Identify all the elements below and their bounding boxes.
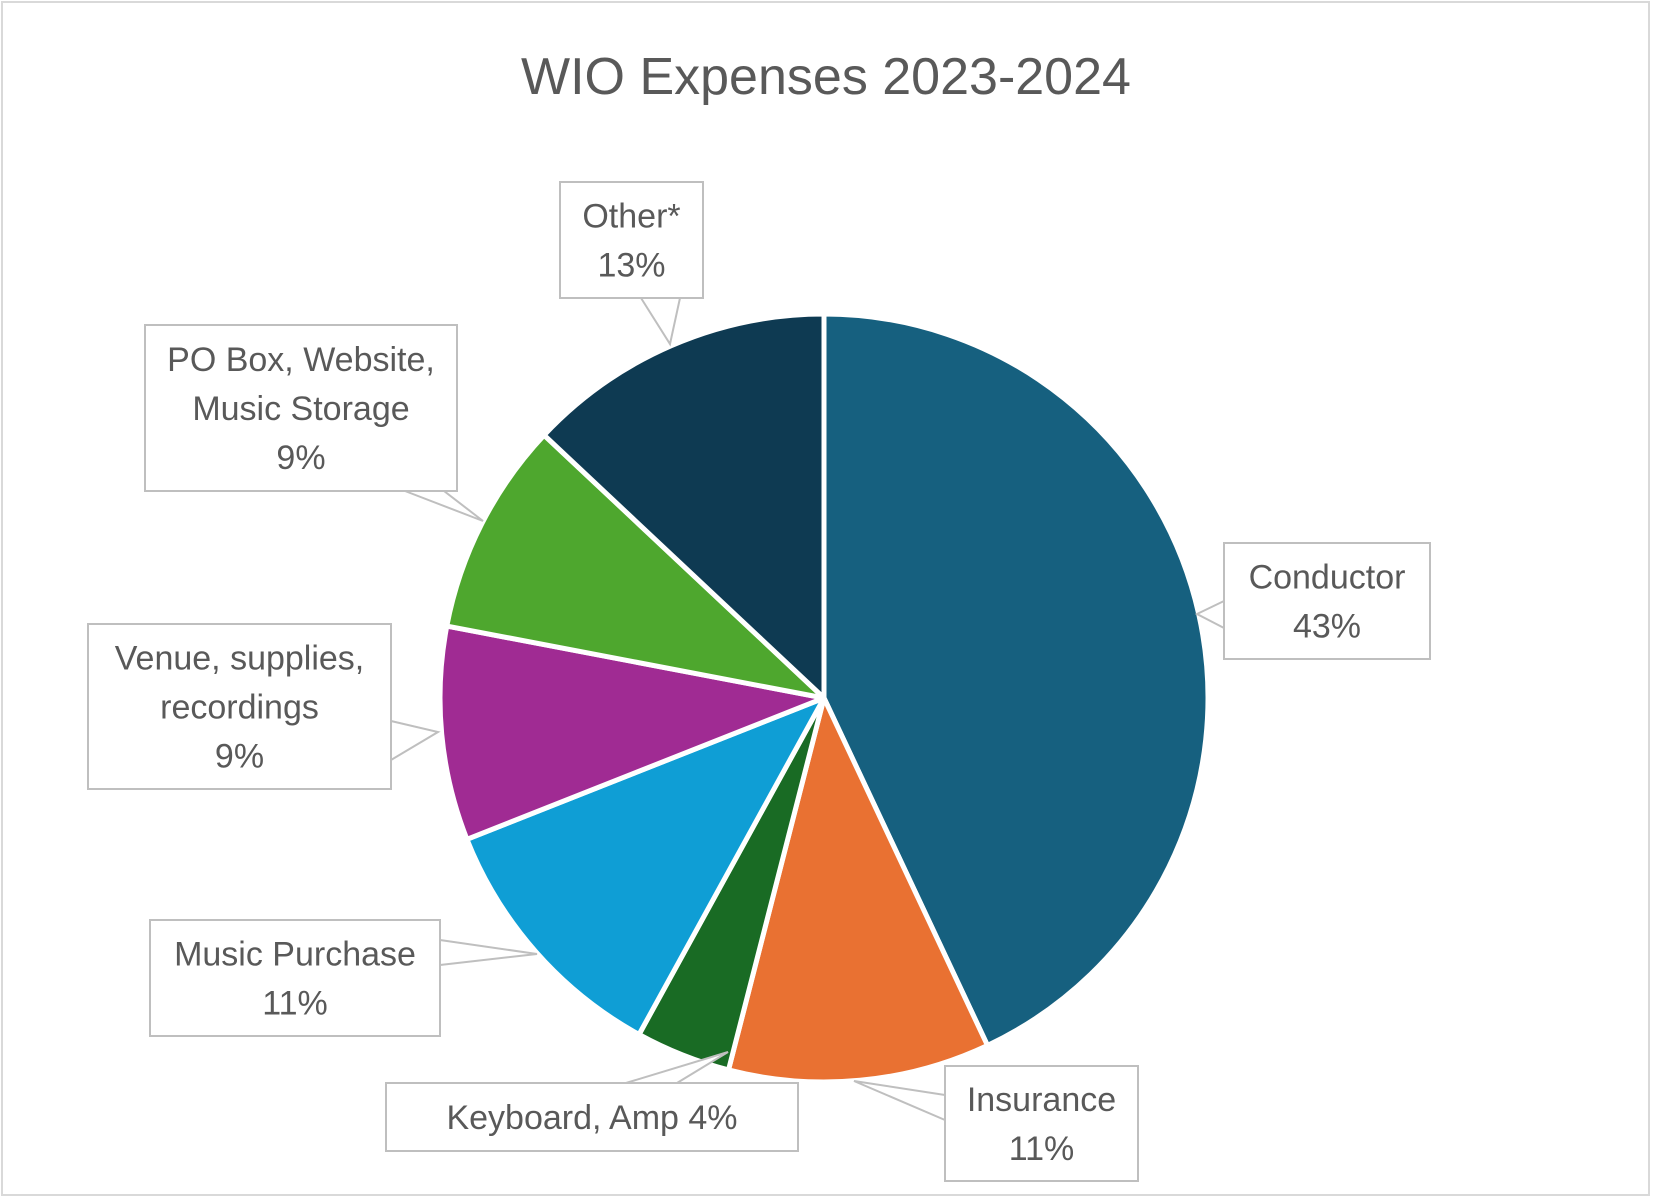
callout-box xyxy=(149,919,441,1037)
data-label-category: PO Box, Website, xyxy=(167,341,435,379)
pie-callouts: Conductor 43% Insurance 11% Keyboard, Amp 4%… xyxy=(87,181,1431,1182)
data-label-music-purchase: Music Purchase 11% xyxy=(149,919,538,1037)
pie-slice-other xyxy=(541,311,827,701)
callout-box xyxy=(1223,542,1431,660)
data-label-value: 9% xyxy=(276,439,325,477)
data-label-other: Other* 13% xyxy=(559,181,704,347)
data-label-category: Conductor xyxy=(1249,559,1406,597)
callout-pointer xyxy=(404,490,484,522)
data-label-category: recordings xyxy=(160,689,319,727)
data-label-value: 9% xyxy=(215,738,264,776)
callout-box xyxy=(944,1065,1139,1182)
data-label-value: 13% xyxy=(597,247,665,285)
pie-slice-insurance xyxy=(726,695,990,1085)
callout-pointer xyxy=(439,938,538,967)
chart-title: WIO Expenses 2023-2024 xyxy=(521,48,1131,106)
data-label-category: Venue, supplies, xyxy=(115,640,365,678)
data-label-keyboard-amp: Keyboard, Amp 4% xyxy=(385,1051,799,1152)
callout-pointer xyxy=(390,719,441,762)
data-label-insurance: Insurance 11% xyxy=(853,1065,1139,1182)
callout-box xyxy=(87,623,392,790)
data-label-category: Music Storage xyxy=(192,390,409,428)
pie-slice-venue-supplies-recordings xyxy=(437,623,827,842)
data-label-value: 11% xyxy=(1009,1130,1075,1168)
data-label-conductor: Conductor 43% xyxy=(1194,542,1431,660)
callout-box xyxy=(385,1082,799,1152)
data-label-value: Keyboard, Amp 4% xyxy=(446,1099,737,1137)
callout-pointer xyxy=(639,297,682,347)
callout-pointer xyxy=(853,1080,946,1122)
data-label-value: 11% xyxy=(262,985,328,1023)
pie-slice-music-purchase xyxy=(464,695,827,1037)
pie-slice-po-box-website-music-storage xyxy=(444,432,827,701)
data-label-category: Music Purchase xyxy=(174,936,416,974)
data-label-venue-supplies-recordings: Venue, supplies, recordings 9% xyxy=(87,623,441,790)
callout-box xyxy=(144,324,458,492)
data-label-value: 43% xyxy=(1293,608,1361,646)
data-label-po-box-website-music-storage: PO Box, Website, Music Storage 9% xyxy=(144,324,484,522)
callout-box xyxy=(559,181,704,299)
data-label-category: Insurance xyxy=(967,1081,1116,1119)
data-label-category: Other* xyxy=(582,198,680,236)
pie-slices xyxy=(437,311,1211,1085)
